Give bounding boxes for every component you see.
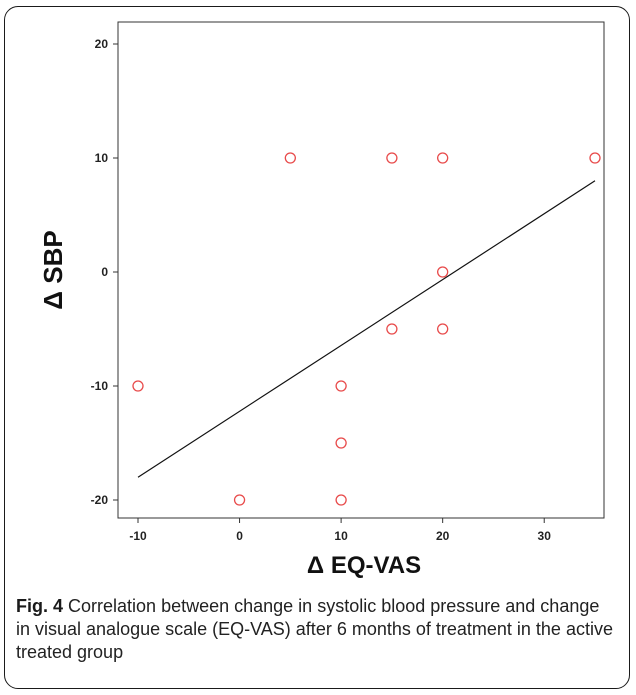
data-point — [437, 266, 449, 278]
plot-area — [117, 21, 605, 519]
data-point — [386, 152, 398, 164]
x-axis-ticks: -10 0 10 20 30 — [129, 518, 551, 543]
x-axis-title: Δ EQ-VAS — [307, 552, 421, 579]
y-tick-label: 20 — [95, 37, 109, 51]
scatter-chart: -20 -10 0 10 20 -10 0 10 20 30 Δ SBP Δ EQ-VAS — [38, 21, 605, 579]
data-point — [233, 494, 246, 506]
y-tick-label: -20 — [91, 493, 109, 507]
x-tick-label: 30 — [538, 529, 552, 543]
data-point — [386, 323, 398, 335]
data-point — [437, 152, 449, 164]
data-points — [132, 152, 601, 506]
data-point — [589, 152, 601, 164]
x-tick-label: 0 — [236, 529, 243, 543]
data-point — [437, 323, 449, 335]
y-axis-ticks: -20 -10 0 10 20 — [91, 37, 118, 507]
y-tick-label: -10 — [91, 379, 109, 393]
figure-caption: Fig. 4 Correlation between change in sys… — [16, 595, 616, 664]
data-point — [335, 437, 347, 449]
x-tick-label: 20 — [436, 529, 450, 543]
data-point — [335, 494, 347, 506]
y-tick-label: 10 — [95, 151, 109, 165]
data-point — [284, 152, 296, 164]
regression-line — [137, 180, 596, 478]
x-tick-label: 10 — [334, 529, 348, 543]
caption-label: Fig. 4 — [16, 596, 64, 616]
y-tick-label: 0 — [101, 265, 108, 279]
x-tick-label: -10 — [129, 529, 147, 543]
y-axis-title: Δ SBP — [38, 230, 68, 309]
caption-text: Correlation between change in systolic b… — [16, 596, 613, 662]
data-point — [132, 380, 144, 392]
data-point — [335, 380, 347, 392]
